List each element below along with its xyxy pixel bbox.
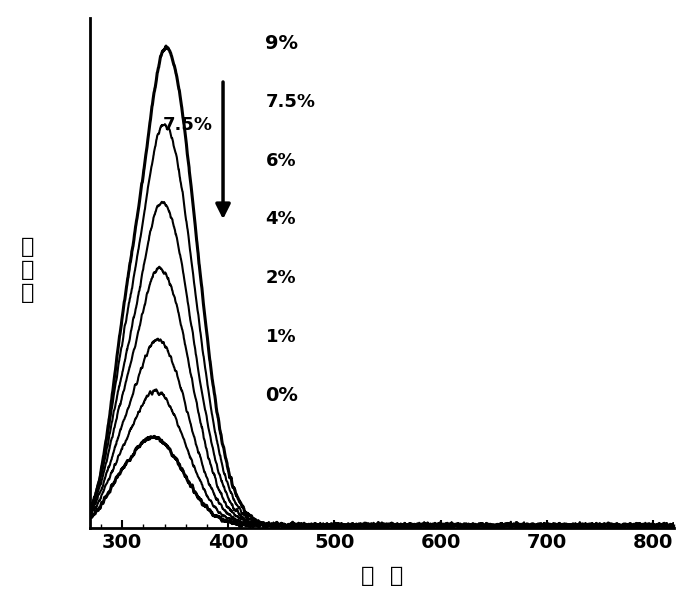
Text: 4%: 4% bbox=[265, 211, 296, 229]
Text: 7.5%: 7.5% bbox=[265, 93, 316, 111]
Text: 6%: 6% bbox=[265, 152, 296, 170]
Text: 0%: 0% bbox=[265, 386, 298, 405]
Text: 吸
光
度: 吸 光 度 bbox=[21, 237, 35, 303]
Text: 9%: 9% bbox=[265, 34, 298, 53]
Text: 2%: 2% bbox=[265, 269, 296, 287]
Text: 7.5%: 7.5% bbox=[163, 116, 213, 134]
Text: 1%: 1% bbox=[265, 328, 296, 346]
X-axis label: 波  长: 波 长 bbox=[361, 566, 403, 586]
